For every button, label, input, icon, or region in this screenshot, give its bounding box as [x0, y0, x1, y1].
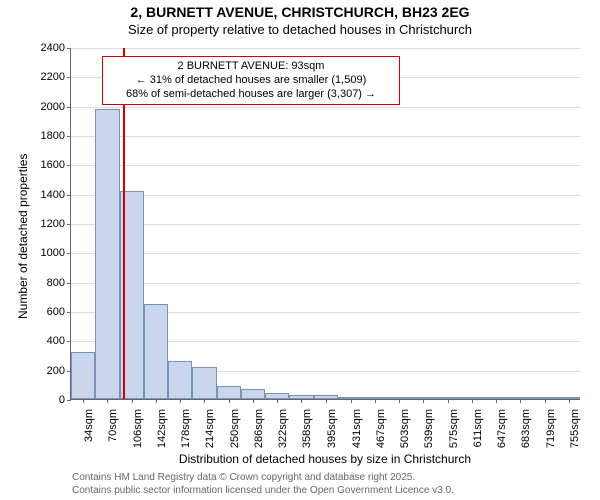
gridline: [71, 253, 580, 254]
gridline: [71, 195, 580, 196]
y-tick-label: 400: [47, 335, 71, 347]
x-tick-label: 34sqm: [83, 405, 95, 442]
gridline: [71, 107, 580, 108]
x-tick-label: 431sqm: [351, 405, 363, 448]
y-tick-label: 600: [47, 306, 71, 318]
x-tick-label: 467sqm: [375, 405, 387, 448]
x-tick-label: 503sqm: [399, 405, 411, 448]
y-tick-label: 800: [47, 277, 71, 289]
y-tick-label: 1200: [41, 218, 71, 230]
x-tick-label: 178sqm: [180, 405, 192, 448]
y-tick-label: 2000: [41, 101, 71, 113]
histogram-bar: [192, 367, 216, 399]
histogram-bar: [168, 361, 192, 399]
attribution-text: Contains HM Land Registry data © Crown c…: [72, 472, 454, 497]
y-tick-label: 1600: [41, 159, 71, 171]
x-tick-label: 395sqm: [326, 405, 338, 448]
chart-title: 2, BURNETT AVENUE, CHRISTCHURCH, BH23 2E…: [0, 4, 600, 20]
annotation-line-2: ← 31% of detached houses are smaller (1,…: [109, 74, 393, 88]
x-tick-label: 683sqm: [520, 405, 532, 448]
histogram-bar: [71, 352, 95, 399]
y-axis-label: Number of detached properties: [16, 154, 30, 319]
y-tick-label: 2200: [41, 71, 71, 83]
x-tick-label: 719sqm: [545, 405, 557, 448]
y-tick-label: 2400: [41, 42, 71, 54]
x-axis-label: Distribution of detached houses by size …: [70, 452, 580, 466]
y-tick-label: 0: [59, 394, 71, 406]
x-tick-label: 647sqm: [496, 405, 508, 448]
annotation-line-3: 68% of semi-detached houses are larger (…: [109, 88, 393, 102]
gridline: [71, 224, 580, 225]
x-tick-label: 106sqm: [132, 405, 144, 448]
chart-subtitle: Size of property relative to detached ho…: [0, 22, 600, 37]
y-tick-label: 200: [47, 365, 71, 377]
histogram-bar: [241, 389, 265, 399]
gridline: [71, 165, 580, 166]
x-tick-label: 250sqm: [229, 405, 241, 448]
gridline: [71, 48, 580, 49]
x-tick-label: 286sqm: [253, 405, 265, 448]
x-tick-label: 70sqm: [107, 405, 119, 442]
annotation-line-1: 2 BURNETT AVENUE: 93sqm: [109, 60, 393, 74]
gridline: [71, 283, 580, 284]
x-tick-label: 755sqm: [569, 405, 581, 448]
x-tick-label: 539sqm: [423, 405, 435, 448]
attribution-line-1: Contains HM Land Registry data © Crown c…: [72, 472, 454, 485]
histogram-bar: [95, 109, 119, 399]
gridline: [71, 136, 580, 137]
y-tick-label: 1400: [41, 189, 71, 201]
histogram-bar: [144, 304, 168, 399]
x-tick-label: 611sqm: [472, 405, 484, 447]
histogram-bar: [217, 386, 241, 399]
y-tick-label: 1800: [41, 130, 71, 142]
histogram-chart: 2, BURNETT AVENUE, CHRISTCHURCH, BH23 2E…: [0, 0, 600, 500]
y-tick-label: 1000: [41, 247, 71, 259]
x-tick-label: 322sqm: [277, 405, 289, 448]
x-tick-label: 575sqm: [448, 405, 460, 448]
x-tick-label: 358sqm: [301, 405, 313, 448]
x-tick-label: 142sqm: [156, 405, 168, 448]
annotation-box: 2 BURNETT AVENUE: 93sqm← 31% of detached…: [102, 56, 400, 105]
attribution-line-2: Contains public sector information licen…: [72, 485, 454, 498]
x-tick-label: 214sqm: [204, 405, 216, 448]
